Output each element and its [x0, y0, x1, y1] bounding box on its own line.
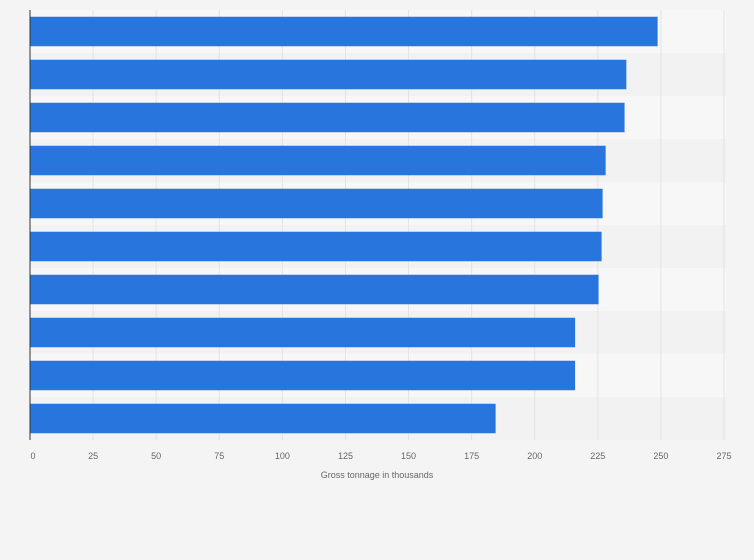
bar[interactable] — [30, 360, 576, 391]
x-axis-title: Gross tonnage in thousands — [321, 470, 434, 480]
bars — [30, 16, 658, 434]
x-tick-label: 125 — [338, 451, 353, 461]
bar[interactable] — [30, 274, 599, 305]
x-tick-label: 75 — [214, 451, 224, 461]
bar[interactable] — [30, 16, 658, 47]
bar[interactable] — [30, 59, 627, 90]
bar[interactable] — [30, 188, 603, 219]
bar[interactable] — [30, 102, 625, 133]
x-tick-label: 200 — [527, 451, 542, 461]
x-tick-label: 150 — [401, 451, 416, 461]
x-tick-label: 175 — [464, 451, 479, 461]
x-tick-label: 50 — [151, 451, 161, 461]
x-tick-label: 100 — [275, 451, 290, 461]
x-axis-ticks: 0 25 50 75 100 125 150 175 200 225 250 275 — [30, 451, 731, 461]
x-tick-label: 250 — [653, 451, 668, 461]
bar[interactable] — [30, 145, 606, 176]
x-tick-label: 25 — [88, 451, 98, 461]
x-tick-label: 0 — [30, 451, 35, 461]
bar[interactable] — [30, 231, 602, 262]
x-tick-label: 275 — [716, 451, 731, 461]
x-tick-label: 225 — [590, 451, 605, 461]
bar[interactable] — [30, 317, 576, 348]
bar[interactable] — [30, 403, 496, 434]
